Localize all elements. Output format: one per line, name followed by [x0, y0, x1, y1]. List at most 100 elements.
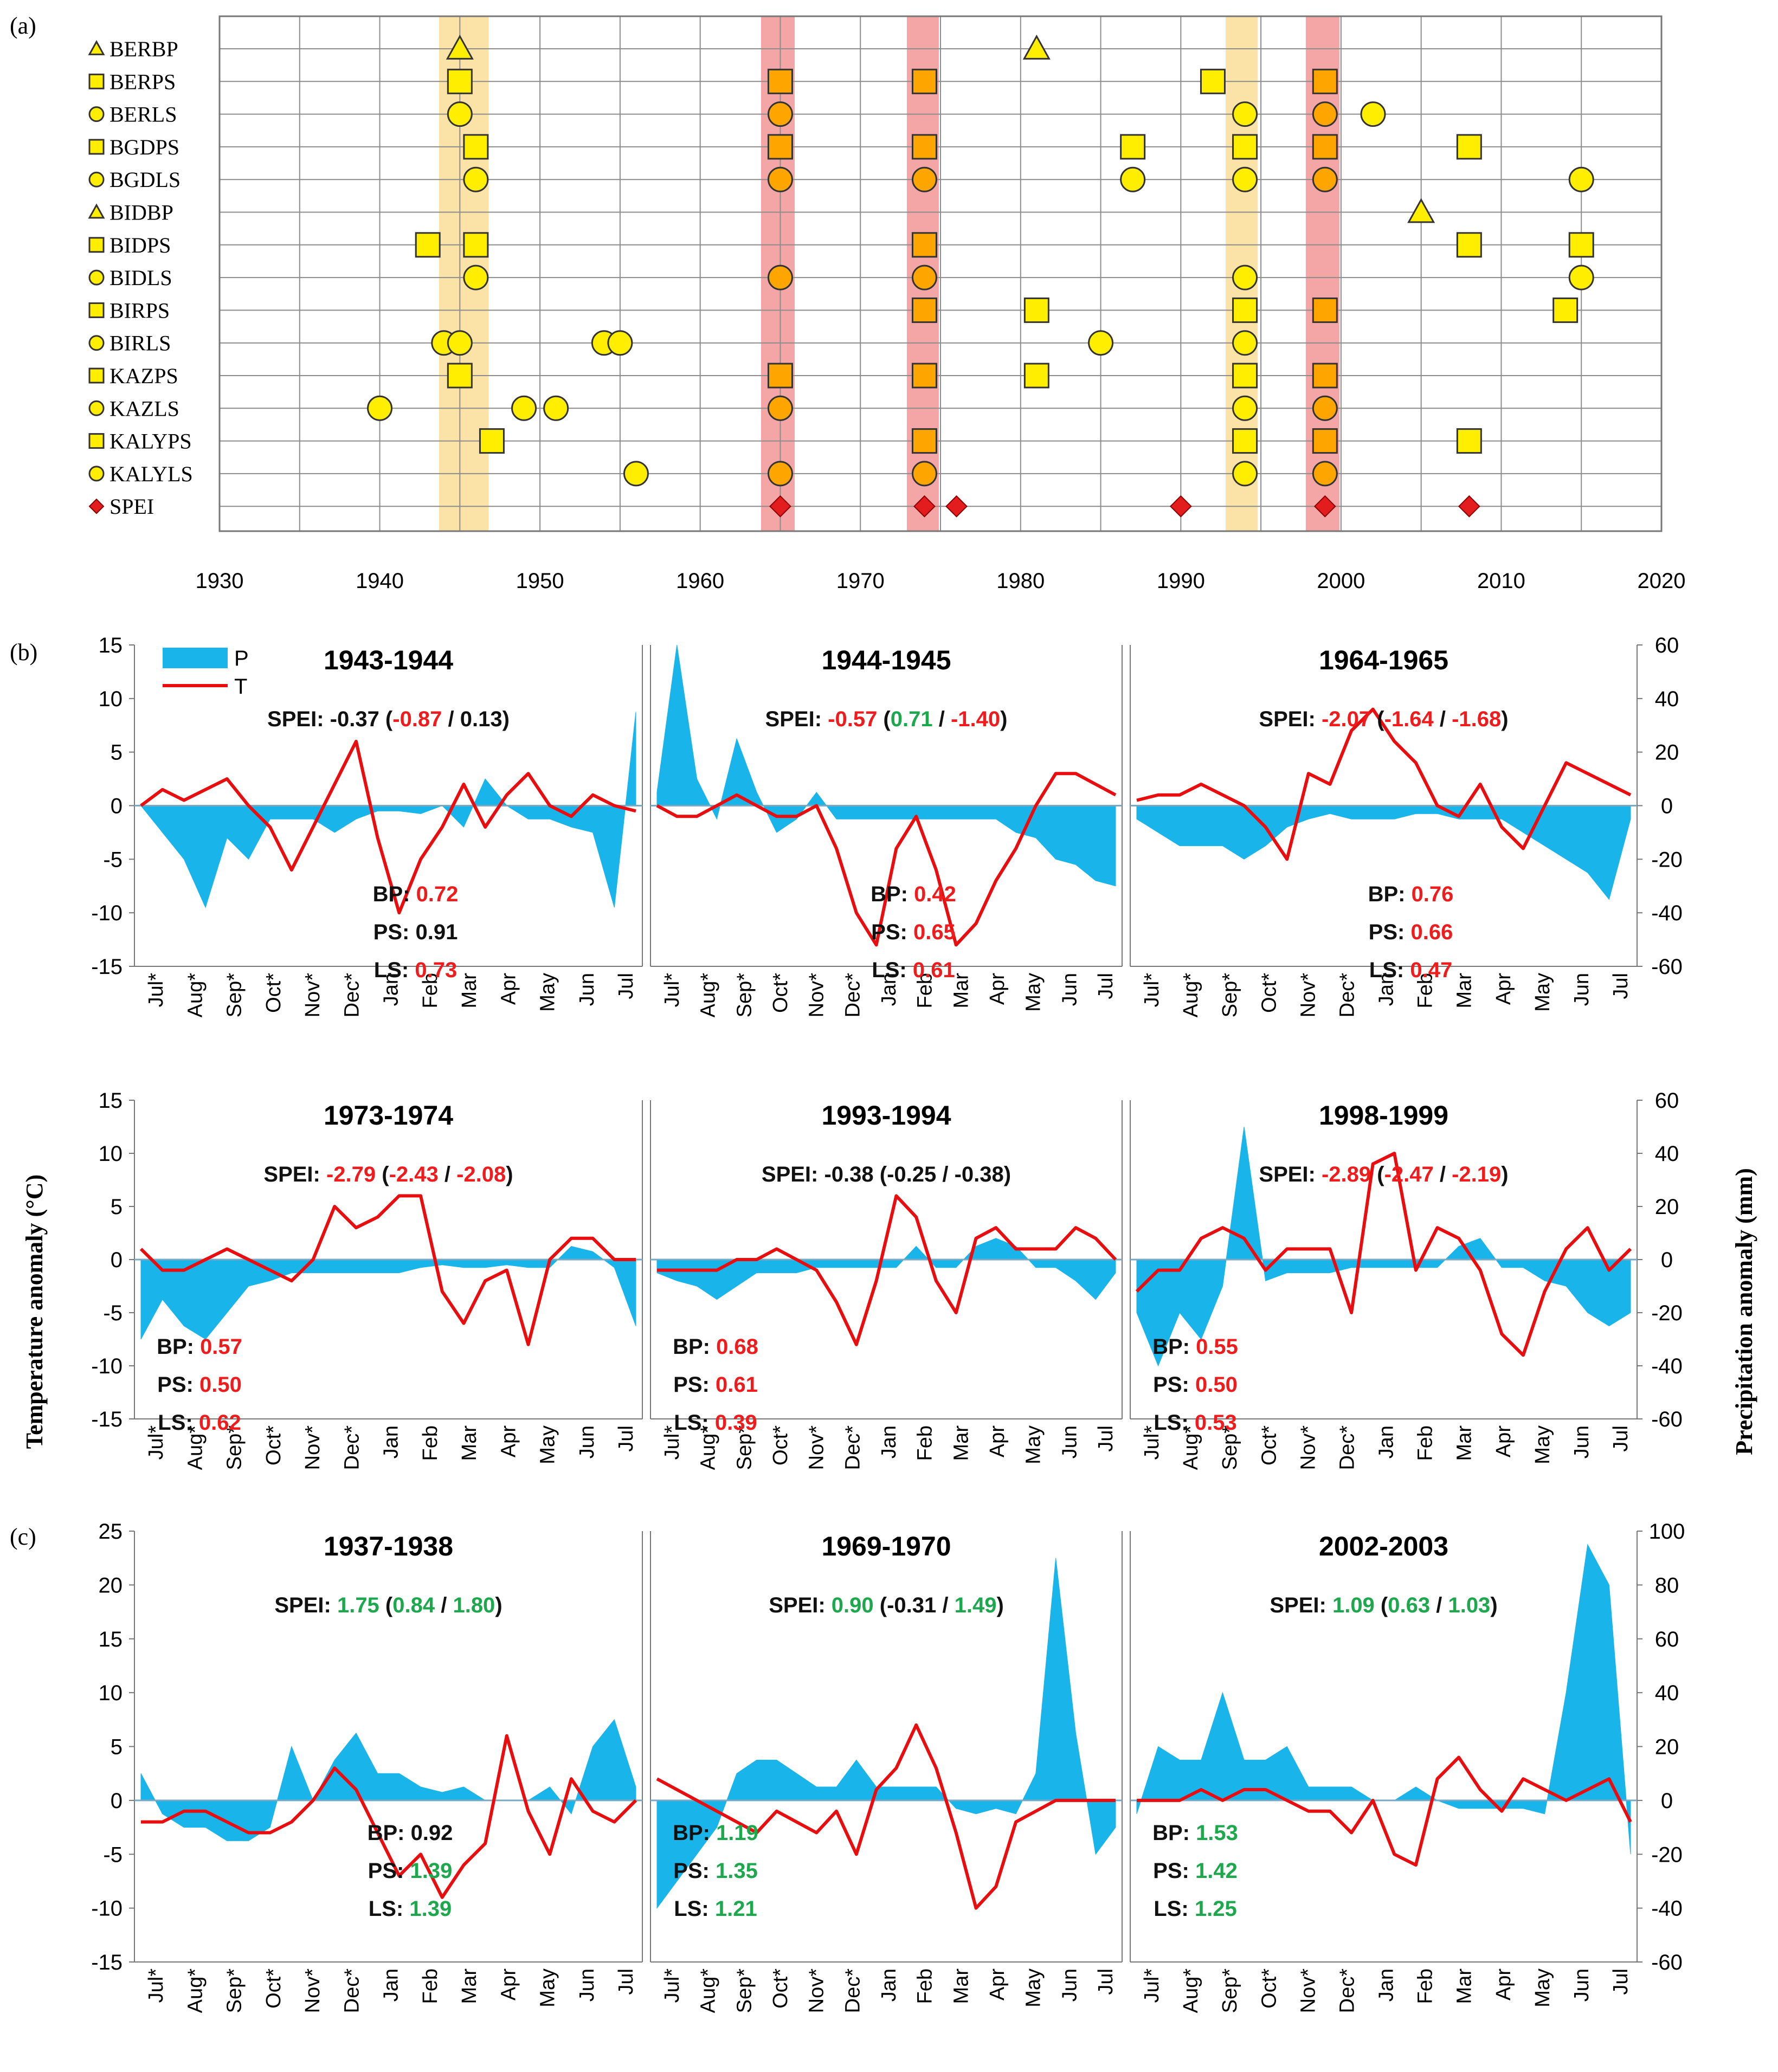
breakpoint-marker-bidls-1965	[767, 264, 793, 291]
spei-value-part: )	[996, 1593, 1003, 1617]
legend-precip-label: P	[234, 647, 249, 670]
temp-tick-label: 0	[111, 1248, 123, 1272]
month-tick-label: Dec*	[841, 973, 864, 1018]
month-tick-label: Jun	[1570, 1968, 1593, 2002]
month-tick-label: Jul*	[661, 973, 684, 1008]
breakpoint-marker-kazps-1999	[1312, 363, 1338, 389]
spei-value-part: SPEI:	[769, 1593, 832, 1617]
spei-value-part: )	[1490, 1593, 1497, 1617]
spei-value-part: 1.80	[453, 1593, 495, 1617]
month-tick-label: Jan	[380, 1968, 403, 2002]
temperature-anomaly-line	[1136, 707, 1632, 861]
row-label-text: KAZPS	[109, 364, 178, 388]
month-tick-label: Aug*	[184, 1968, 207, 2013]
stat-label: BP:	[1152, 1335, 1196, 1359]
x-tick-label: 2020	[1638, 569, 1686, 593]
month-tick-label: Jul*	[145, 1425, 168, 1460]
month-tick-label: Jul	[1094, 1425, 1117, 1452]
subplot-1969-1970: Jul* Aug* Sep* Oct* Nov* Dec* Jan Feb Mar Apr May J…	[650, 1531, 1123, 2013]
row-label-text: KALYPS	[109, 429, 192, 454]
subplot-title: 1993-1994	[821, 1100, 951, 1131]
stat-label: BP:	[1152, 1821, 1196, 1845]
month-tick-label: Sep*	[733, 1968, 756, 2013]
month-tick-label: Apr	[986, 1425, 1009, 1457]
temp-tick-label: -15	[91, 1951, 123, 1974]
spei-summary: SPEI: -2.79 (-2.43 / -2.08)	[263, 1163, 513, 1186]
breakpoint-marker-bgdls-1999	[1312, 166, 1338, 192]
month-tick-label: Dec*	[1336, 1425, 1358, 1470]
breakpoint-marker-bgdps-1974	[911, 134, 937, 160]
row-label-text: BIDBP	[109, 201, 173, 225]
stat-ls: LS: 1.25	[1154, 1897, 1236, 1921]
stat-label: PS:	[673, 1373, 716, 1397]
row-label-birps: BIRPS	[88, 298, 170, 322]
subplot-1973-1974: 15 10 5 0 -5 -10 -15 Jul* Aug* Sep* Oct* Nov* Dec* Ja…	[91, 1089, 643, 1470]
breakpoint-marker-bidls-1974	[911, 264, 937, 291]
stat-label: PS:	[1369, 920, 1411, 944]
spei-value-part: )	[1501, 707, 1508, 731]
breakpoint-marker-birps-1974	[911, 297, 937, 323]
spei-value-part: -0.57	[828, 707, 877, 731]
breakpoint-marker-birps-2014	[1552, 297, 1579, 323]
subplot-title: 2002-2003	[1319, 1531, 1448, 1561]
month-tick-label: Oct*	[262, 1968, 285, 2009]
precip-tick-label: 40	[1655, 1681, 1679, 1705]
spei-value-part: (	[874, 1163, 887, 1186]
month-tick-label: Apr	[1492, 1968, 1515, 2000]
month-tick-label: Sep*	[223, 1968, 246, 2013]
precip-anomaly-area	[1136, 805, 1631, 900]
temp-tick-label: -5	[103, 1301, 123, 1325]
breakpoint-marker-berps-1945	[447, 68, 473, 94]
stat-value: 0.73	[415, 958, 457, 982]
stat-label: BP:	[157, 1335, 200, 1359]
breakpoint-marker-kazps-1965	[767, 363, 793, 389]
precip-tick-label: -40	[1651, 1354, 1683, 1378]
breakpoint-marker-berps-1992	[1200, 68, 1226, 94]
precip-tick-label: -40	[1651, 1897, 1683, 1921]
row-label-kazps: KAZPS	[88, 364, 178, 388]
month-tick-label: Oct*	[769, 1425, 792, 1466]
precip-tick-label: -20	[1651, 848, 1683, 872]
month-tick-label: Mar	[458, 1968, 481, 2004]
precip-tick-label: 40	[1655, 687, 1679, 711]
stat-ls: LS: 0.61	[872, 958, 955, 982]
row-label-bidbp: BIDBP	[88, 201, 173, 225]
month-tick-label: Mar	[950, 1425, 972, 1461]
stat-ls: LS: 1.21	[674, 1897, 757, 1921]
month-tick-label: Aug*	[1180, 1968, 1202, 2013]
stat-ps: PS: 0.91	[373, 920, 458, 944]
row-label-berps: BERPS	[88, 69, 176, 94]
stat-value: 0.39	[715, 1411, 757, 1435]
breakpoint-marker-bgdls-2015	[1568, 166, 1594, 192]
month-tick-label: Oct*	[1258, 1425, 1280, 1466]
month-tick-label: Jan	[380, 1425, 403, 1458]
month-tick-label: Nov*	[1297, 1968, 1319, 2013]
precip-anomaly-area	[140, 1245, 636, 1340]
row-label-kazls: KAZLS	[88, 396, 179, 421]
month-tick-label: Nov*	[1297, 973, 1319, 1018]
month-tick-label: Jan	[380, 973, 403, 1006]
square-legend-icon	[88, 237, 105, 253]
temperature-anomaly-line	[1135, 1152, 1632, 1357]
month-tick-label: Mar	[1453, 973, 1476, 1009]
breakpoint-marker-birps-1981	[1023, 297, 1049, 323]
month-tick-label: Jun	[1058, 1968, 1081, 2002]
left-axis-title: Temperature anomaly (°C)	[21, 1174, 48, 1449]
stat-value: 1.39	[410, 1859, 452, 1883]
spei-value-part: )	[1501, 1163, 1508, 1186]
breakpoint-marker-bidps-1974	[911, 232, 937, 258]
x-tick-label: 1960	[676, 569, 724, 593]
month-tick-label: Jul	[1609, 1425, 1632, 1452]
subplot-1993-1994: Jul* Aug* Sep* Oct* Nov* Dec* Jan Feb Mar Apr May J…	[650, 1100, 1123, 1470]
panel-a-breakpoint-timeline: (a) 1930 1940 1950 1960 1970 1980 1990 2000 2010 2…	[10, 12, 1685, 593]
row-label-text: KAZLS	[109, 396, 179, 421]
month-tick-label: Feb	[914, 973, 937, 1008]
circle-legend-icon	[88, 171, 105, 188]
temp-tick-label: 5	[111, 1735, 123, 1759]
breakpoint-marker-berps-1974	[911, 68, 937, 94]
spei-summary: SPEI: -0.38 (-0.25 / -0.38)	[762, 1163, 1011, 1186]
spei-summary: SPEI: 0.90 (-0.31 / 1.49)	[769, 1593, 1004, 1617]
precip-tick-label: 80	[1655, 1573, 1679, 1597]
breakpoint-marker-kazls-1999	[1312, 395, 1338, 421]
month-tick-label: Nov*	[806, 1968, 828, 2013]
